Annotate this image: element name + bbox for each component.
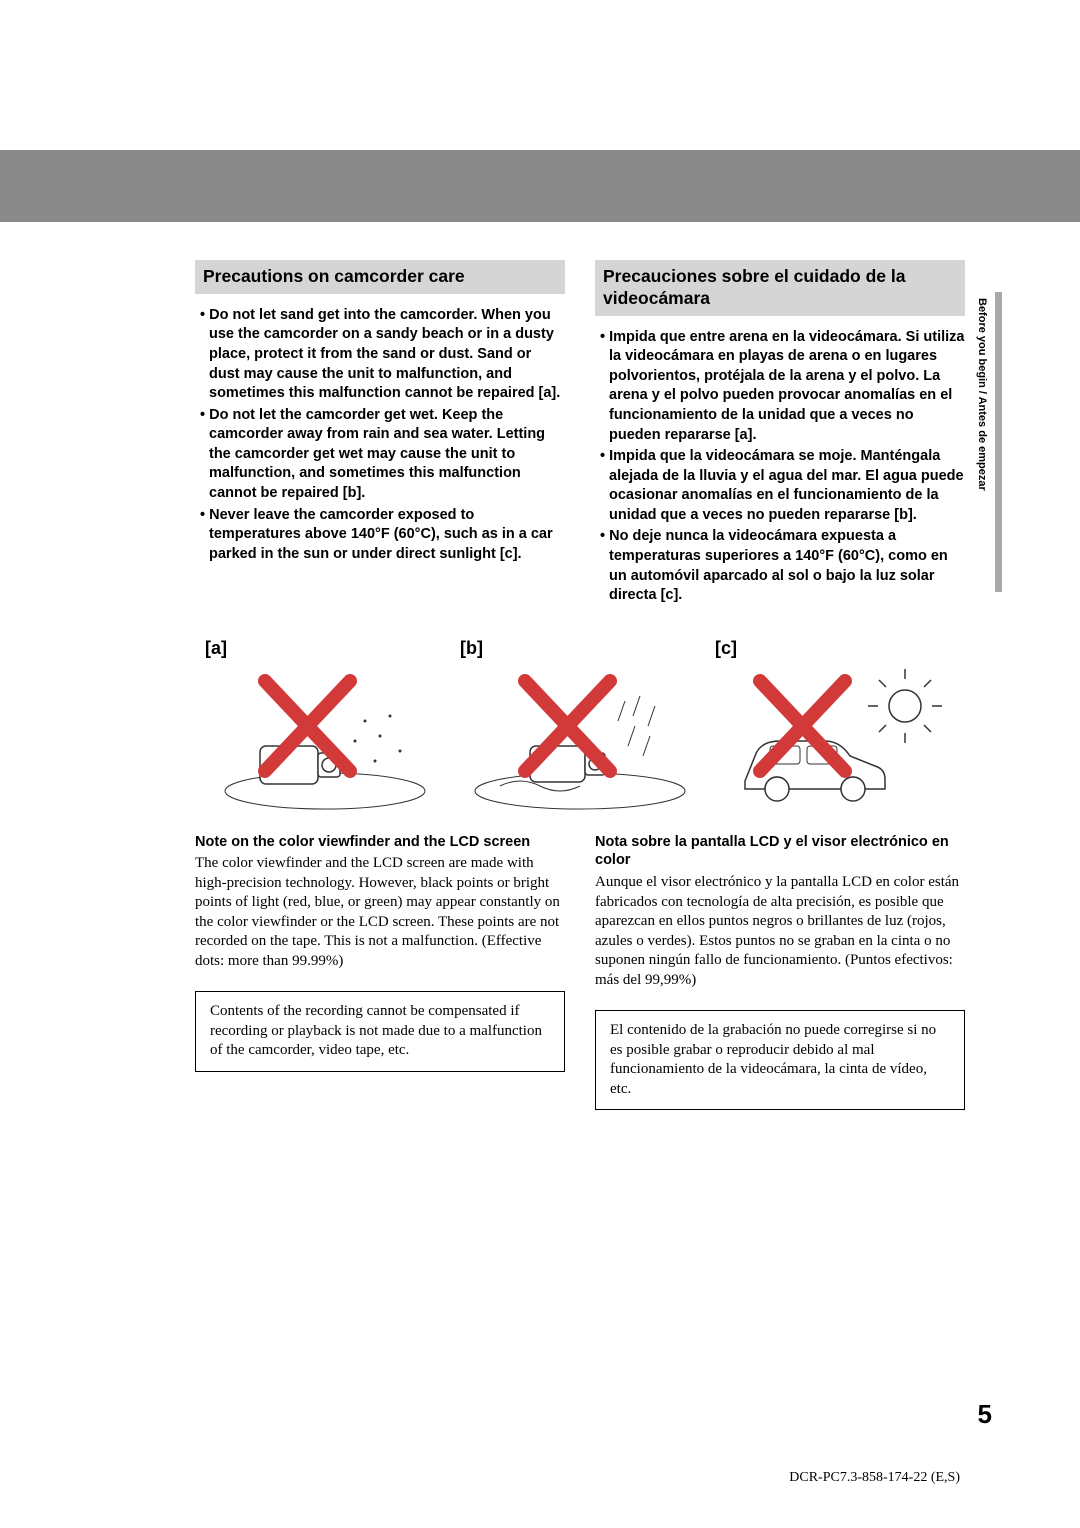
page-number: 5 <box>978 1399 992 1430</box>
bullet-es-1: Impida que entre arena en la videocámara… <box>595 328 965 445</box>
figure-a: [a] <box>205 638 445 811</box>
section-title-es: Precauciones sobre el cuidado de la vide… <box>595 260 965 316</box>
figure-a-label: [a] <box>205 638 445 659</box>
note-col-en: Note on the color viewfinder and the LCD… <box>195 833 565 1111</box>
figure-a-svg <box>205 661 445 811</box>
header-band <box>0 150 1080 222</box>
note-col-es: Nota sobre la pantalla LCD y el visor el… <box>595 833 965 1111</box>
footer-code: DCR-PC7.3-858-174-22 (E,S) <box>789 1470 960 1486</box>
bullet-en-2: Do not let the camcorder get wet. Keep t… <box>195 406 565 504</box>
bullets-es: Impida que entre arena en la videocámara… <box>595 328 965 606</box>
section-title-en: Precautions on camcorder care <box>195 260 565 294</box>
note-body-es: Aunque el visor electrónico y la pantall… <box>595 873 965 990</box>
bullets-en: Do not let sand get into the camcorder. … <box>195 306 565 564</box>
figure-b-label: [b] <box>460 638 700 659</box>
note-heading-es: Nota sobre la pantalla LCD y el visor el… <box>595 833 965 871</box>
figures-row: [a] <box>195 638 965 811</box>
compensation-box-es: El contenido de la grabación no puede co… <box>595 1010 965 1110</box>
bullet-en-1: Do not let sand get into the camcorder. … <box>195 306 565 404</box>
right-column: Precauciones sobre el cuidado de la vide… <box>595 260 965 608</box>
figure-c-svg <box>715 661 955 811</box>
figure-b-svg <box>460 661 700 811</box>
figure-c-label: [c] <box>715 638 955 659</box>
bullet-en-3: Never leave the camcorder exposed to tem… <box>195 506 565 565</box>
figure-b: [b] <box>460 638 700 811</box>
bullet-es-2: Impida que la videocámara se moje. Manté… <box>595 447 965 525</box>
left-column: Precautions on camcorder care Do not let… <box>195 260 565 608</box>
compensation-box-en: Contents of the recording cannot be comp… <box>195 991 565 1072</box>
bullet-es-3: No deje nunca la videocámara expuesta a … <box>595 527 965 605</box>
figure-c: [c] <box>715 638 955 811</box>
note-body-en: The color viewfinder and the LCD screen … <box>195 854 565 971</box>
note-heading-en: Note on the color viewfinder and the LCD… <box>195 833 565 852</box>
